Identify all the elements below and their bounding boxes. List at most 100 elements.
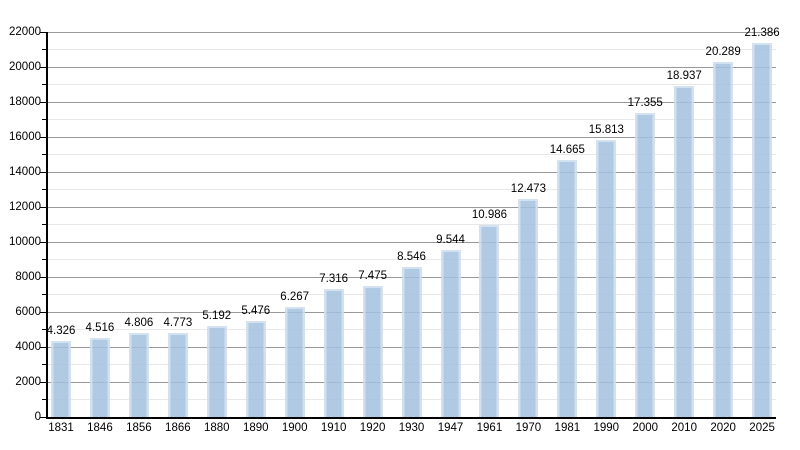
y-axis-tick-major	[40, 171, 46, 173]
y-axis-tick-major	[40, 206, 46, 208]
y-tick-label: 8000	[15, 271, 41, 283]
bar-1920	[362, 286, 383, 417]
y-axis-tick-major	[40, 101, 46, 103]
gridline-minor	[48, 224, 776, 225]
bar-1866	[167, 333, 188, 417]
y-tick-label: 0	[34, 411, 41, 423]
y-axis-tick-minor	[42, 154, 46, 155]
y-axis-tick-minor	[42, 364, 46, 365]
gridline-major	[48, 66, 776, 68]
bar-value-label: 5.476	[241, 305, 271, 318]
bar-value-label: 6.267	[280, 291, 310, 304]
gridline-minor	[48, 189, 776, 190]
bar-1910	[323, 288, 344, 417]
bar-1970	[518, 198, 539, 417]
bar-value-label: 10.986	[471, 208, 508, 221]
bar-1981	[557, 160, 578, 417]
bar-value-label: 4.516	[85, 321, 115, 334]
gridline-major	[48, 206, 776, 208]
x-tick-label: 1961	[476, 422, 503, 434]
bar-2000	[635, 113, 656, 417]
y-axis-tick-minor	[42, 329, 46, 330]
bar-1930	[401, 267, 422, 417]
y-axis-tick-minor	[42, 259, 46, 260]
bar-value-label: 5.192	[202, 310, 232, 323]
bar-value-label: 12.473	[510, 182, 546, 195]
y-axis-tick-minor	[42, 224, 46, 225]
y-tick-label: 20000	[9, 61, 41, 73]
bar-1990	[596, 140, 617, 417]
bar-value-label: 7.316	[319, 272, 349, 285]
gridline-minor	[48, 49, 776, 50]
bar-1890	[245, 321, 266, 417]
bar-2010	[674, 85, 695, 417]
x-tick-label: 2025	[749, 422, 775, 434]
bar-value-label: 4.773	[163, 317, 193, 330]
x-tick-label: 1900	[281, 422, 308, 434]
y-axis-tick-major	[40, 311, 46, 313]
bar-value-label: 4.326	[46, 325, 76, 338]
y-tick-label: 18000	[9, 96, 41, 108]
x-tick-label: 1846	[87, 422, 113, 434]
gridline-major	[48, 136, 776, 138]
bar-1880	[206, 326, 227, 417]
bar-2020	[713, 61, 734, 417]
gridline-minor	[48, 119, 776, 120]
y-tick-label: 16000	[9, 131, 41, 143]
x-tick-label: 1910	[320, 422, 347, 434]
y-axis-line	[46, 32, 48, 419]
bar-2025	[752, 42, 773, 417]
bar-value-label: 8.546	[397, 251, 426, 264]
bar-value-label: 21.386	[744, 26, 780, 39]
y-tick-label: 12000	[9, 201, 41, 213]
y-axis-tick-minor	[42, 294, 46, 295]
bar-value-label: 17.355	[627, 97, 663, 110]
x-tick-label: 2010	[671, 422, 697, 434]
gridline-minor	[48, 84, 776, 85]
gridline-major	[48, 241, 776, 243]
gridline-major	[48, 101, 776, 103]
y-tick-label: 6000	[15, 306, 41, 318]
y-axis-tick-minor	[42, 399, 46, 400]
x-tick-label: 1970	[515, 422, 542, 434]
bar-1900	[284, 307, 305, 417]
bar-value-label: 4.806	[124, 316, 154, 329]
y-axis-tick-major	[40, 276, 46, 278]
gridline-minor	[48, 259, 776, 260]
y-tick-label: 10000	[9, 236, 41, 248]
y-tick-label: 14000	[9, 166, 41, 178]
y-tick-label: 22000	[9, 26, 41, 38]
y-tick-label: 4000	[15, 341, 41, 353]
x-tick-label: 2020	[710, 422, 736, 434]
y-axis-tick-minor	[42, 119, 46, 120]
bar-1947	[440, 249, 461, 417]
x-tick-label: 1866	[165, 422, 191, 434]
y-axis-tick-major	[40, 241, 46, 243]
x-tick-label: 1880	[204, 422, 230, 434]
y-axis-tick-major	[40, 346, 46, 348]
bar-value-label: 9.544	[436, 233, 465, 246]
bar-value-label: 15.813	[588, 124, 624, 137]
bar-1831	[51, 341, 71, 417]
y-axis-tick-major	[40, 136, 46, 138]
bar-value-label: 14.665	[549, 144, 585, 157]
y-axis-tick-minor	[42, 49, 46, 50]
y-axis-tick-major	[40, 381, 46, 383]
gridline-major	[48, 31, 776, 33]
bar-value-label: 18.937	[666, 69, 702, 82]
x-tick-label: 1856	[126, 422, 152, 434]
bar-1856	[128, 332, 149, 417]
gridline-major	[48, 171, 776, 173]
x-tick-label: 1831	[48, 422, 74, 434]
y-axis-tick-major	[40, 31, 46, 33]
bar-1961	[479, 224, 500, 417]
x-tick-label: 1930	[398, 422, 425, 434]
x-tick-label: 1920	[359, 422, 386, 434]
x-tick-label: 2000	[632, 422, 659, 434]
y-axis-tick-minor	[42, 189, 46, 190]
bar-1846	[89, 337, 110, 417]
y-tick-label: 2000	[15, 376, 41, 388]
bar-value-label: 7.475	[358, 270, 387, 283]
x-tick-label: 1981	[554, 422, 581, 434]
